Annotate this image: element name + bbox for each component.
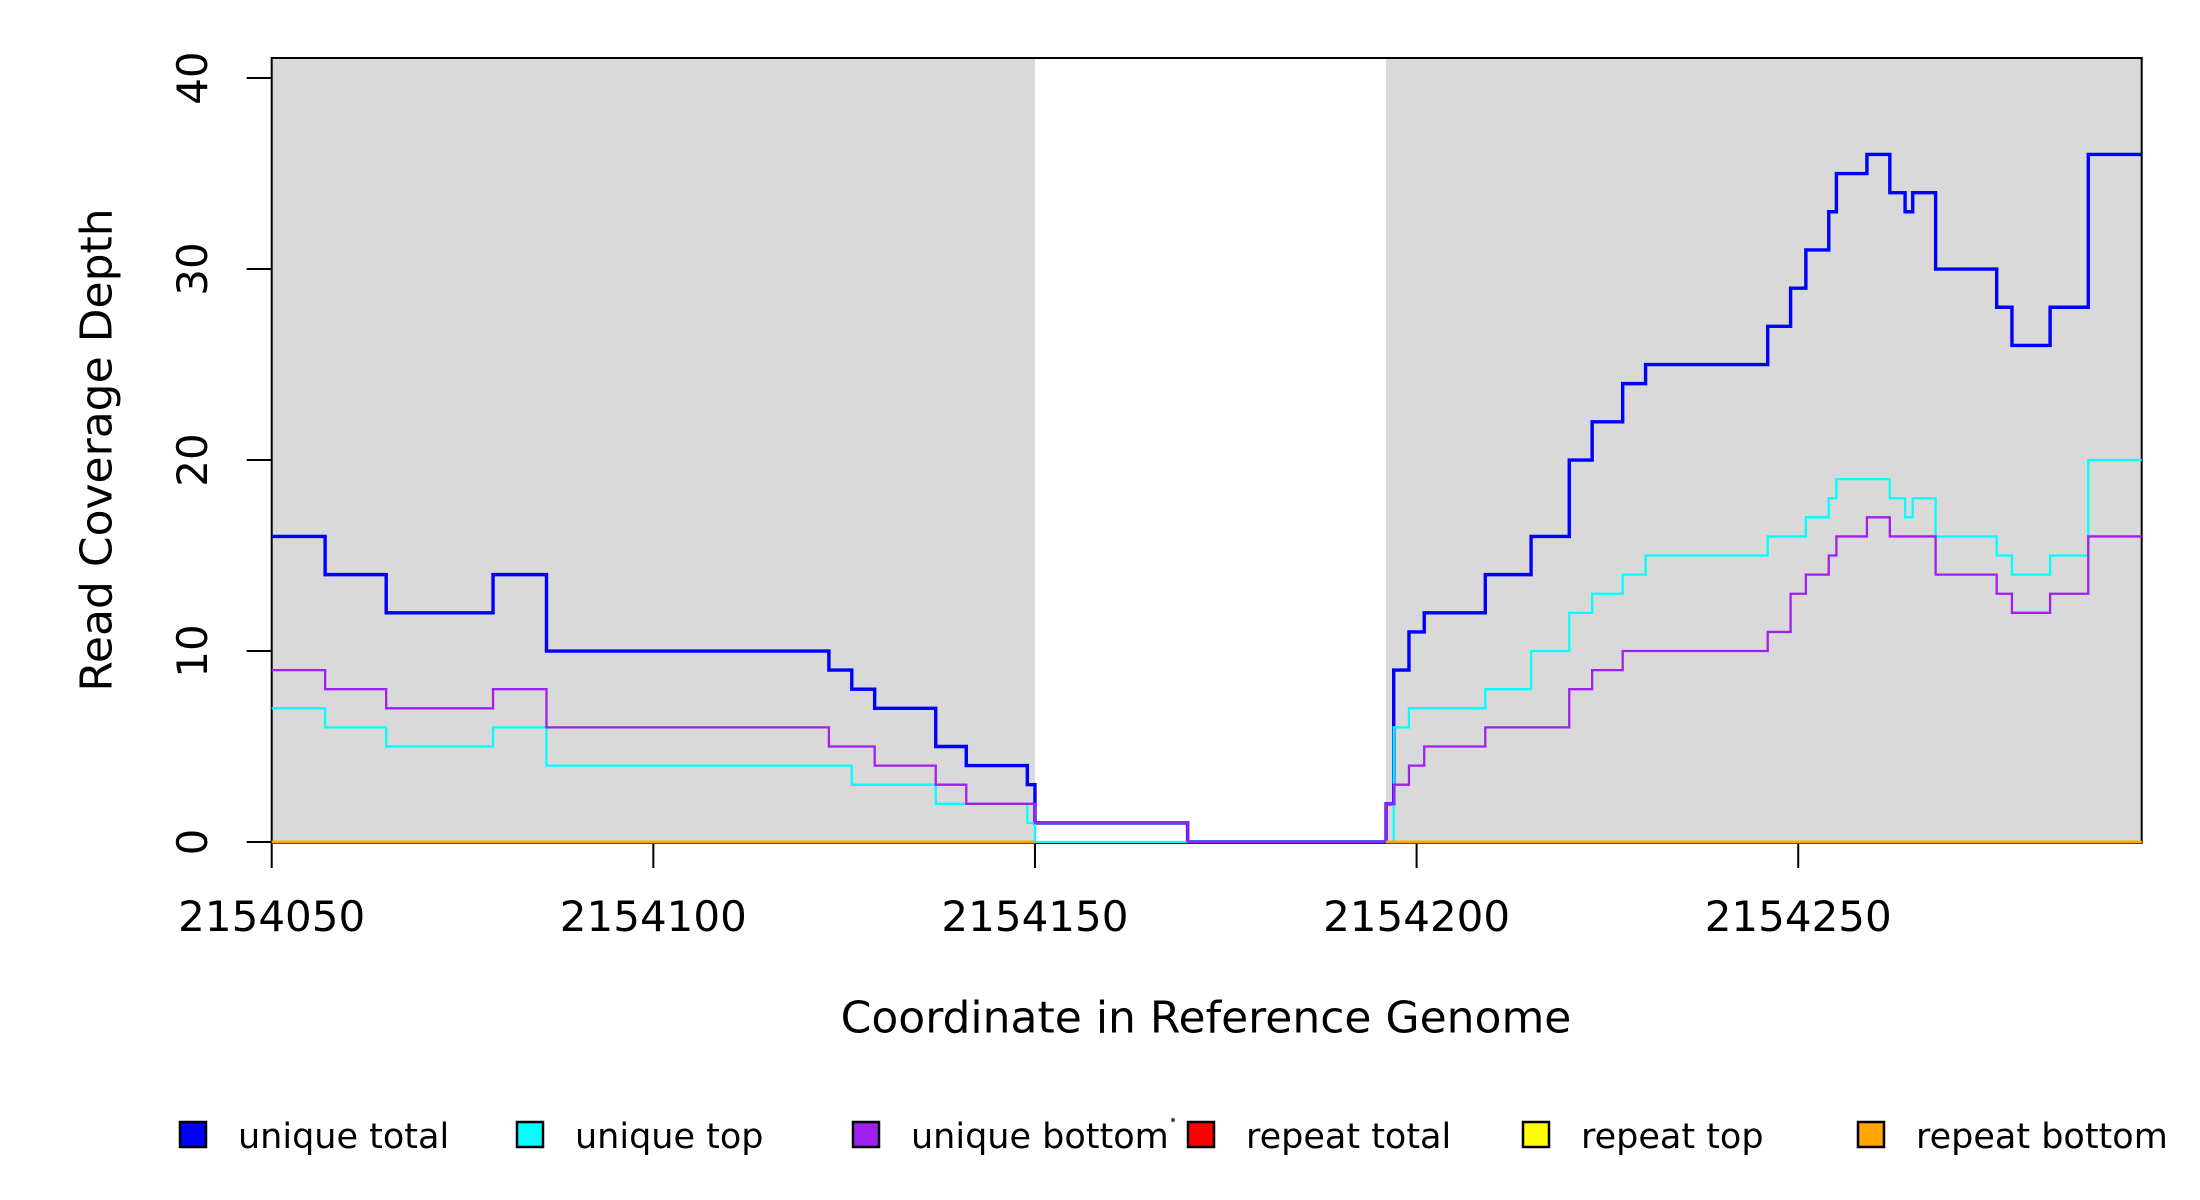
legend-label-unique-top: unique top: [575, 1117, 764, 1157]
x-axis-tick-label: 2154200: [1323, 892, 1510, 941]
legend-swatch-unique-total: [178, 1120, 208, 1149]
legend-item-unique-top: unique top: [515, 1117, 764, 1157]
x-axis-title: Coordinate in Reference Genome: [840, 992, 1572, 1044]
series-unique-bottom: [271, 516, 2142, 844]
legend-swatch-repeat-bottom: [1856, 1120, 1886, 1149]
x-axis-tick-label: 2154050: [178, 892, 365, 941]
legend-item-repeat-total: repeat total: [1186, 1117, 1451, 1157]
legend-label-repeat-top: repeat top: [1581, 1117, 1764, 1157]
legend-label-unique-bottom: unique bottom: [911, 1117, 1169, 1157]
legend-item-unique-total: unique total: [178, 1117, 449, 1157]
series-unique-total: [271, 152, 2142, 844]
y-axis-title: Read Coverage Depth: [71, 208, 123, 692]
stray-dot: [1171, 1118, 1175, 1122]
legend-swatch-unique-top: [515, 1120, 545, 1149]
y-axis-tick-label: 30: [168, 242, 217, 295]
y-axis-tick-label: 20: [168, 433, 217, 486]
x-axis-tick-label: 2154250: [1705, 892, 1892, 941]
covered-region-left: [271, 58, 1035, 842]
covered-region-right: [1386, 58, 2142, 842]
legend-item-repeat-top: repeat top: [1521, 1117, 1764, 1157]
y-axis-tick-label: 40: [168, 51, 217, 104]
legend-swatch-repeat-total: [1186, 1120, 1216, 1149]
series-unique-top: [271, 458, 2142, 844]
y-axis-tick-label: 10: [168, 624, 217, 677]
legend-label-unique-total: unique total: [238, 1117, 449, 1157]
legend-swatch-repeat-top: [1521, 1120, 1551, 1149]
legend-item-repeat-bottom: repeat bottom: [1856, 1117, 2168, 1157]
y-axis-tick-label: 0: [168, 829, 217, 856]
x-axis-tick-label: 2154150: [941, 892, 1128, 941]
legend-label-repeat-total: repeat total: [1246, 1117, 1451, 1157]
legend-label-repeat-bottom: repeat bottom: [1916, 1117, 2168, 1157]
x-axis-tick-label: 2154100: [560, 892, 747, 941]
legend-item-unique-bottom: unique bottom: [851, 1117, 1169, 1157]
legend-swatch-unique-bottom: [851, 1120, 881, 1149]
